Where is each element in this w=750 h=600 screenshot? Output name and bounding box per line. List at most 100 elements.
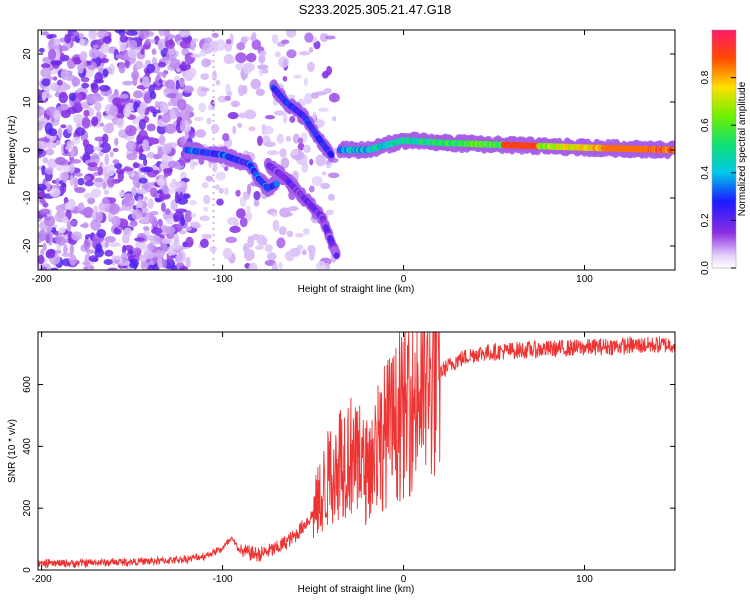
heatmap-cell bbox=[72, 113, 85, 124]
snr-y-label: SNR (10 * v/v) bbox=[7, 419, 18, 483]
heatmap-cell bbox=[255, 88, 266, 96]
heatmap-cell bbox=[123, 244, 134, 251]
heatmap-cell bbox=[248, 262, 258, 270]
heatmap-cell bbox=[142, 139, 150, 152]
heatmap-cell bbox=[273, 180, 280, 187]
heatmap-cell bbox=[195, 129, 207, 138]
heatmap-cell bbox=[297, 142, 305, 151]
heatmap-cell bbox=[157, 38, 165, 51]
heatmap-cell bbox=[122, 244, 127, 255]
heatmap-cell bbox=[52, 76, 58, 81]
heatmap-cell bbox=[245, 211, 253, 222]
heatmap-cell bbox=[88, 48, 99, 59]
heatmap-cell bbox=[212, 198, 215, 200]
heatmap-cell bbox=[53, 109, 61, 121]
heatmap-cell bbox=[77, 177, 85, 186]
heatmap-cell bbox=[212, 234, 215, 236]
heatmap-cell bbox=[54, 156, 67, 165]
heatmap-cell bbox=[212, 252, 215, 254]
heatmap-cell bbox=[95, 243, 103, 254]
heatmap-cell bbox=[156, 178, 165, 186]
heatmap-cell bbox=[202, 41, 214, 54]
heatmap-cell bbox=[316, 260, 326, 270]
heatmap-cell bbox=[183, 85, 194, 94]
heatmap-cell bbox=[226, 248, 233, 258]
heatmap-cell bbox=[43, 214, 56, 227]
heatmap-cell bbox=[40, 67, 52, 78]
heatmap-cell bbox=[244, 109, 257, 120]
heatmap-cell bbox=[212, 192, 215, 194]
heatmap-cell bbox=[167, 47, 176, 56]
heatmap-cell bbox=[100, 43, 110, 54]
heatmap-cell bbox=[123, 227, 132, 238]
heatmap-cell bbox=[179, 119, 186, 131]
heatmap-cell bbox=[317, 107, 330, 112]
heatmap-cell bbox=[304, 32, 314, 43]
heatmap-cell bbox=[298, 51, 311, 56]
heatmap-cell bbox=[151, 216, 158, 228]
heatmap-cell bbox=[99, 161, 104, 168]
heatmap-cell bbox=[175, 79, 180, 90]
heatmap-cell bbox=[274, 51, 281, 58]
heatmap-cell bbox=[150, 235, 162, 245]
heatmap-cell bbox=[327, 193, 335, 201]
heatmap-cell bbox=[128, 249, 134, 255]
heatmap-cell bbox=[243, 243, 250, 251]
heatmap-cell bbox=[284, 250, 295, 262]
heatmap-cell bbox=[179, 265, 188, 270]
heatmap-cell bbox=[212, 120, 215, 122]
heatmap-cell bbox=[246, 183, 252, 195]
heatmap-cell bbox=[87, 162, 98, 168]
heatmap-cell bbox=[212, 180, 215, 182]
heatmap-cell bbox=[295, 233, 304, 238]
heatmap-cell bbox=[282, 76, 288, 82]
heatmap-cell bbox=[47, 142, 57, 148]
spectrogram-x-label: Height of straight line (km) bbox=[298, 284, 415, 295]
heatmap-cell bbox=[41, 165, 46, 176]
heatmap-cell bbox=[93, 205, 99, 213]
heatmap-cell bbox=[80, 76, 90, 83]
heatmap-cell bbox=[131, 186, 137, 197]
heatmap-cell bbox=[200, 87, 210, 92]
heatmap-cell bbox=[303, 144, 311, 154]
heatmap-cell bbox=[235, 189, 241, 197]
heatmap-cell bbox=[214, 184, 220, 190]
heatmap-cell bbox=[122, 167, 134, 172]
heatmap-cell bbox=[273, 110, 285, 116]
heatmap-cell bbox=[103, 123, 113, 134]
heatmap-cell bbox=[111, 215, 121, 227]
heatmap-cell bbox=[212, 216, 215, 218]
heatmap-cell bbox=[103, 189, 110, 195]
heatmap-cell bbox=[91, 211, 97, 221]
x-tick-label: -200 bbox=[32, 574, 52, 585]
heatmap-cell bbox=[296, 244, 304, 250]
heatmap-cell bbox=[212, 54, 215, 56]
heatmap-cell bbox=[216, 198, 224, 206]
heatmap-cell bbox=[68, 162, 75, 174]
colorbar-tick-label: 0.0 bbox=[700, 261, 711, 275]
heatmap-cell bbox=[85, 249, 95, 254]
heatmap-cell bbox=[235, 52, 247, 64]
heatmap-cell bbox=[72, 136, 81, 145]
heatmap-cell bbox=[174, 191, 180, 204]
heatmap-cell bbox=[38, 105, 45, 117]
heatmap-cell bbox=[201, 58, 211, 68]
heatmap-cell bbox=[133, 90, 143, 99]
heatmap-cell bbox=[79, 209, 91, 215]
heatmap-cell bbox=[199, 215, 210, 222]
heatmap-cell bbox=[212, 264, 215, 266]
heatmap-cell bbox=[218, 187, 224, 194]
heatmap-cell bbox=[237, 122, 243, 128]
heatmap-cell bbox=[224, 187, 229, 196]
colorbar-label: Normalized spectral amplitude bbox=[737, 81, 748, 216]
heatmap-cell bbox=[302, 228, 310, 235]
heatmap-cell bbox=[243, 64, 252, 75]
heatmap-cell bbox=[38, 229, 47, 242]
heatmap-cell bbox=[180, 216, 186, 227]
heatmap-cell bbox=[123, 106, 132, 118]
heatmap-cell bbox=[167, 34, 176, 39]
heatmap-cell bbox=[80, 223, 89, 228]
colorbar-tick-label: 0.4 bbox=[700, 165, 711, 179]
heatmap-cell bbox=[38, 124, 43, 131]
